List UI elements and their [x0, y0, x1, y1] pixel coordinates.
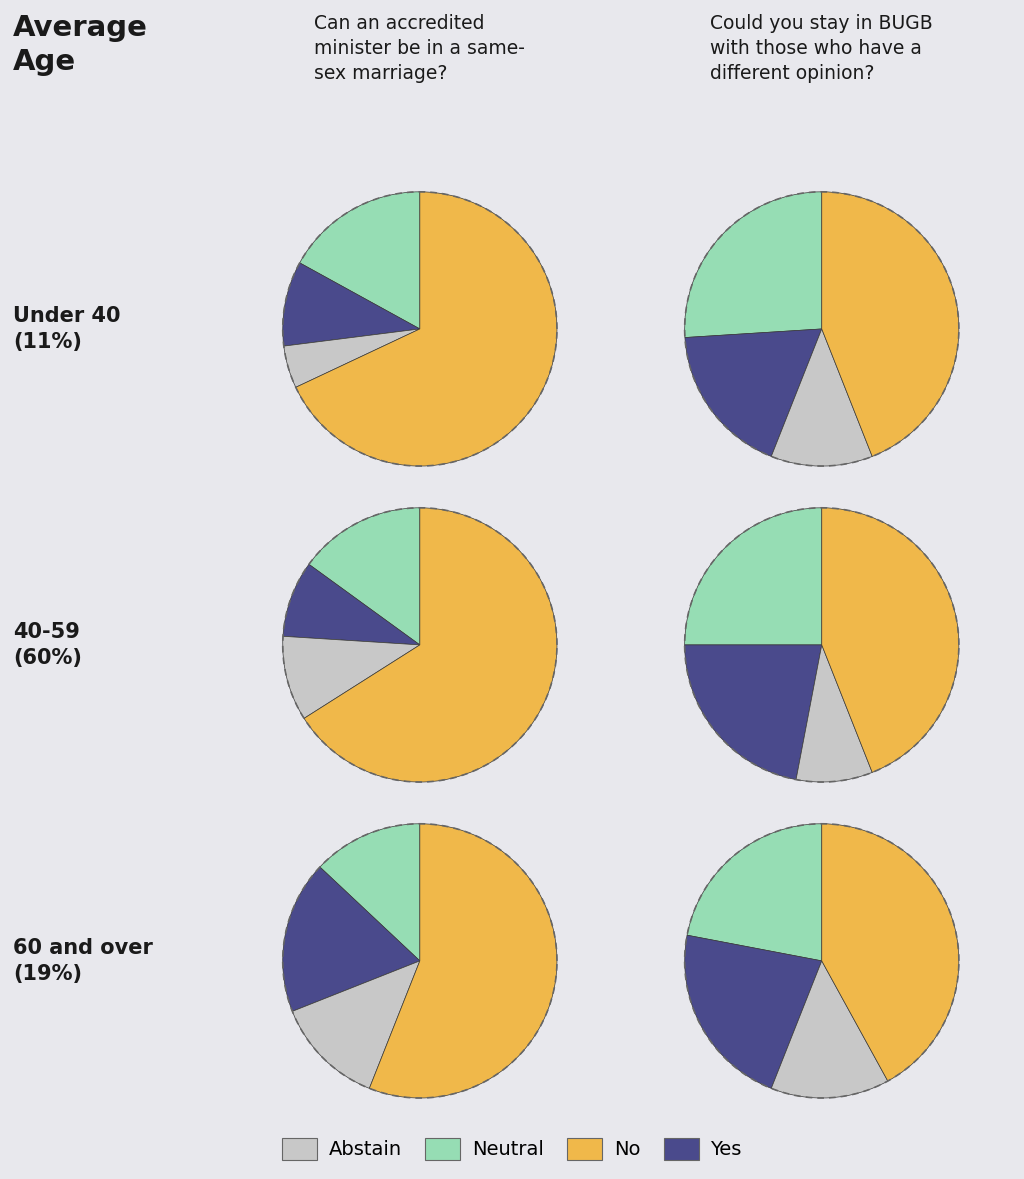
Text: Under 40
(11%): Under 40 (11%)	[13, 305, 121, 353]
Text: Average
Age: Average Age	[13, 14, 148, 77]
Text: Can an accredited
minister be in a same-
sex marriage?: Can an accredited minister be in a same-…	[314, 14, 525, 83]
Text: Could you stay in BUGB
with those who have a
different opinion?: Could you stay in BUGB with those who ha…	[711, 14, 933, 83]
Legend: Abstain, Neutral, No, Yes: Abstain, Neutral, No, Yes	[283, 1138, 741, 1160]
Text: 60 and over
(19%): 60 and over (19%)	[13, 937, 153, 984]
Text: 40-59
(60%): 40-59 (60%)	[13, 621, 82, 668]
